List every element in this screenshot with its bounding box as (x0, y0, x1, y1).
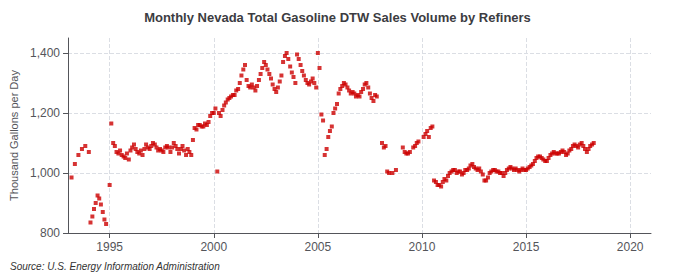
svg-text:Thousand Gallons per Day: Thousand Gallons per Day (8, 70, 20, 201)
svg-text:2020: 2020 (617, 240, 644, 254)
svg-text:1,400: 1,400 (30, 46, 60, 60)
svg-text:1,000: 1,000 (30, 166, 60, 180)
svg-text:800: 800 (40, 226, 60, 240)
svg-text:Source: U.S. Energy Informatio: Source: U.S. Energy Information Administ… (10, 261, 220, 272)
svg-text:2000: 2000 (200, 240, 227, 254)
svg-text:1,200: 1,200 (30, 106, 60, 120)
svg-text:2005: 2005 (305, 240, 332, 254)
svg-text:1995: 1995 (96, 240, 123, 254)
svg-text:Monthly Nevada Total Gasoline: Monthly Nevada Total Gasoline DTW Sales … (144, 10, 531, 25)
svg-text:2015: 2015 (513, 240, 540, 254)
svg-text:2010: 2010 (409, 240, 436, 254)
